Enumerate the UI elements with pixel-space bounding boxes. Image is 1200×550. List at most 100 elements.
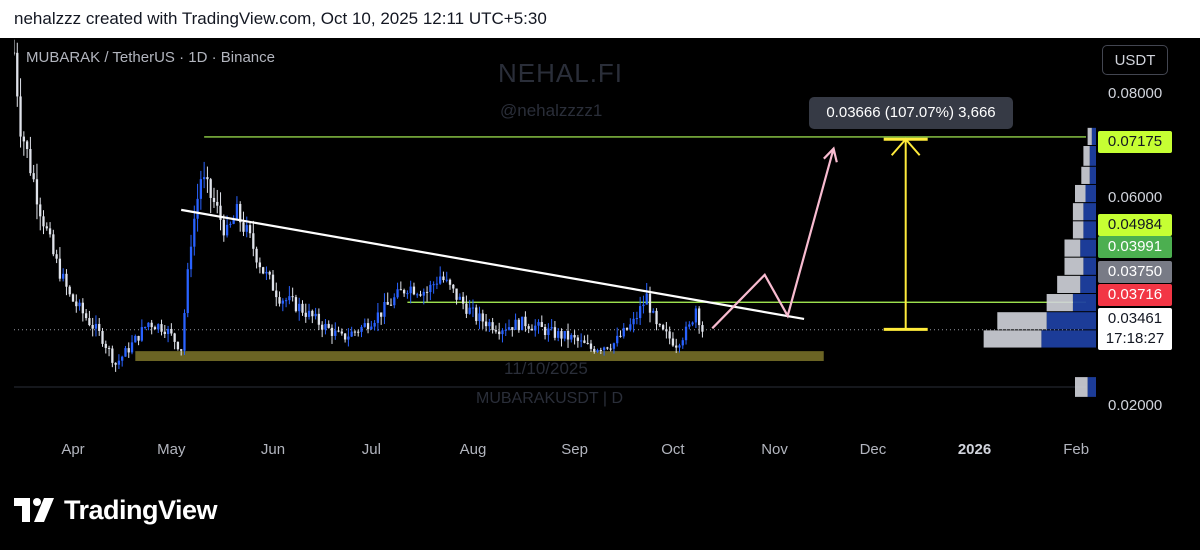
candle-body: [501, 330, 504, 335]
volume-profile-sell: [1083, 146, 1090, 166]
volume-profile-buy: [1087, 377, 1096, 397]
candle-body: [655, 310, 658, 325]
candle-body: [599, 349, 602, 351]
time-tick-label: Aug: [459, 441, 487, 458]
candle-body: [406, 293, 409, 295]
candle-body: [596, 349, 599, 352]
candle-body: [419, 294, 422, 296]
candle-body: [42, 216, 45, 227]
candle-body: [573, 335, 576, 338]
candle-body: [252, 233, 255, 249]
candle-body: [416, 294, 419, 296]
candle-body: [127, 348, 130, 353]
candle-body: [684, 326, 688, 341]
tradingview-branding[interactable]: TradingView: [14, 490, 218, 530]
candle-body: [579, 340, 583, 342]
candle-body: [222, 219, 225, 236]
volume-profile-sell: [1072, 221, 1084, 239]
chart-credit-bar: nehalzzz created with TradingView.com, O…: [0, 0, 1200, 38]
volume-profile-buy: [1091, 127, 1096, 146]
candle-body: [284, 300, 288, 302]
candle-body: [294, 297, 298, 312]
candle-body: [661, 325, 665, 330]
volume-profile-buy: [1083, 203, 1096, 221]
time-tick-label: Sep: [561, 441, 588, 458]
candle-body: [340, 331, 343, 334]
candle-body: [180, 349, 183, 351]
candle-body: [429, 284, 432, 293]
price-level-tag: 0.03716: [1098, 284, 1172, 306]
candle-body: [357, 331, 360, 333]
candle-body: [671, 338, 675, 346]
candle-body: [606, 347, 609, 349]
candle-body: [694, 308, 698, 323]
candle-body: [524, 316, 527, 327]
candle-body: [262, 267, 265, 274]
candle-body: [170, 328, 173, 334]
candle-body: [147, 322, 150, 327]
time-tick-label: Jul: [361, 441, 381, 458]
candle-body: [481, 313, 484, 322]
projection-path: [711, 148, 835, 330]
symbol-info[interactable]: MUBARAK / TetherUS · 1D · Binance: [26, 49, 275, 66]
price-level-tag: 0.04984: [1098, 214, 1172, 236]
measure-tooltip: 0.03666 (107.07%) 3,666: [809, 97, 1013, 129]
candle-body: [65, 273, 68, 287]
measure-arrowhead: [890, 137, 921, 156]
candle-body: [675, 345, 678, 348]
candle-body: [107, 347, 111, 349]
candle-body: [330, 327, 334, 336]
candle-body: [530, 328, 534, 331]
candle-body: [143, 326, 147, 328]
candle-body: [94, 323, 98, 329]
candle-body: [527, 326, 530, 329]
currency-button[interactable]: USDT: [1102, 45, 1168, 75]
candle-body: [353, 331, 357, 333]
candle-body: [186, 269, 189, 314]
candle-body: [370, 326, 373, 330]
candle-body: [507, 327, 511, 330]
candle-body: [22, 136, 25, 142]
time-tick-label: Feb: [1063, 441, 1090, 458]
candle-body: [625, 327, 629, 330]
candle-body: [311, 310, 314, 317]
candle-body: [343, 333, 347, 340]
candle-body: [514, 319, 517, 330]
candle-body: [337, 330, 340, 332]
candle-body: [160, 324, 163, 332]
candle-body: [111, 348, 114, 363]
candle-body: [609, 348, 612, 350]
candle-body: [88, 318, 91, 326]
candle-body: [376, 312, 380, 323]
candle-body: [563, 330, 566, 339]
candle-body: [445, 279, 448, 281]
candle-body: [304, 312, 307, 317]
volume-profile-sell: [983, 330, 1042, 348]
price-chart[interactable]: MUBARAK / TetherUS · 1D · Binance NEHAL.…: [14, 38, 1186, 468]
volume-profile-sell: [1046, 294, 1073, 312]
last-price-value: 0.03461: [1107, 310, 1163, 327]
projection-arrowhead: [823, 146, 838, 163]
price-tick-label: 0.08000: [1108, 85, 1163, 103]
candle-body: [619, 335, 622, 337]
candle-body: [652, 310, 655, 313]
candle-body: [622, 327, 625, 337]
candle-body: [494, 330, 498, 332]
candle-body: [629, 324, 632, 330]
candle-body: [412, 286, 416, 295]
candle-body: [216, 201, 219, 206]
tradingview-logo-icon: [14, 498, 54, 522]
candle-body: [117, 360, 121, 365]
time-tick-label: 2026: [957, 441, 992, 458]
candle-body: [225, 224, 229, 236]
candle-body: [212, 197, 216, 202]
candle-body: [435, 283, 439, 285]
time-tick-label: Jun: [260, 441, 286, 458]
candle-body: [278, 297, 281, 304]
candle-body: [232, 219, 235, 224]
chart-canvas[interactable]: [14, 38, 1186, 468]
candle-body: [91, 325, 94, 329]
candle-body: [425, 291, 429, 293]
time-tick-label: Dec: [859, 441, 887, 458]
candle-body: [324, 323, 327, 330]
